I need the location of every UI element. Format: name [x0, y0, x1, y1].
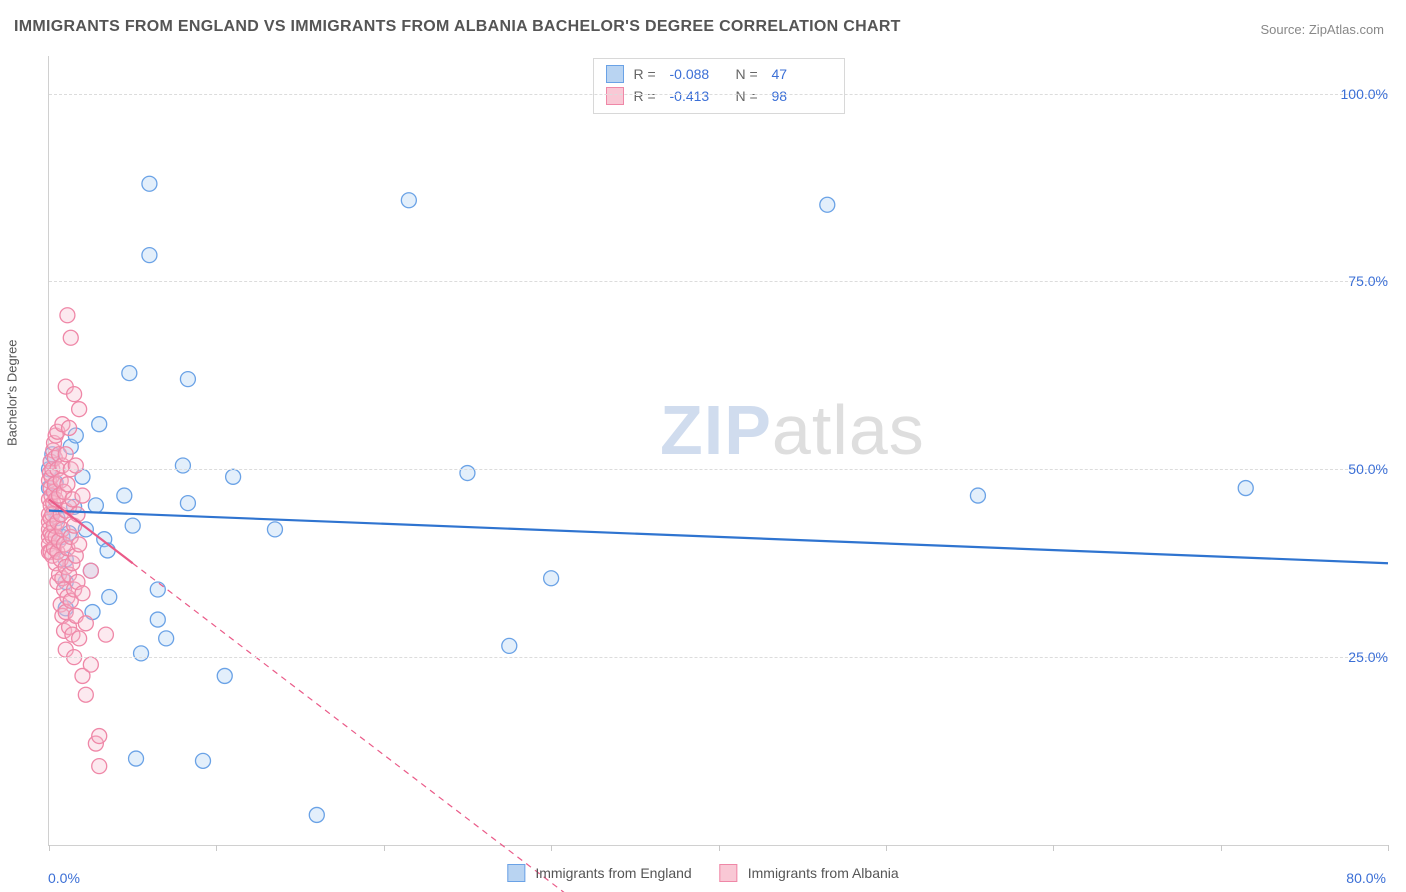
n-label: N =	[736, 85, 766, 107]
chart-title: IMMIGRANTS FROM ENGLAND VS IMMIGRANTS FR…	[14, 18, 901, 36]
chart-svg	[49, 56, 1388, 845]
x-axis-max-label: 80.0%	[1346, 870, 1386, 886]
swatch-albania	[720, 864, 738, 882]
plot-area: R = -0.088 N = 47 R = -0.413 N = 98	[48, 56, 1388, 846]
stats-row-albania: R = -0.413 N = 98	[606, 85, 832, 107]
y-axis-label: Bachelor's Degree	[5, 339, 20, 446]
series-legend: Immigrants from England Immigrants from …	[507, 864, 898, 882]
r-value-england: -0.088	[670, 63, 730, 85]
swatch-england	[606, 65, 624, 83]
n-label: N =	[736, 63, 766, 85]
x-axis-min-label: 0.0%	[48, 870, 80, 886]
y-tick-label: 50.0%	[1348, 461, 1388, 477]
r-label: R =	[634, 63, 664, 85]
r-value-albania: -0.413	[670, 85, 730, 107]
legend-label-albania: Immigrants from Albania	[748, 865, 899, 881]
legend-item-england: Immigrants from England	[507, 864, 691, 882]
y-tick-label: 25.0%	[1348, 649, 1388, 665]
y-tick-label: 100.0%	[1341, 86, 1388, 102]
stats-legend: R = -0.088 N = 47 R = -0.413 N = 98	[593, 58, 845, 114]
swatch-albania	[606, 87, 624, 105]
y-tick-label: 75.0%	[1348, 273, 1388, 289]
legend-label-england: Immigrants from England	[535, 865, 691, 881]
r-label: R =	[634, 85, 664, 107]
n-value-albania: 98	[772, 85, 832, 107]
stats-row-england: R = -0.088 N = 47	[606, 63, 832, 85]
source-label: Source: ZipAtlas.com	[1260, 22, 1384, 37]
legend-item-albania: Immigrants from Albania	[720, 864, 899, 882]
n-value-england: 47	[772, 63, 832, 85]
swatch-england	[507, 864, 525, 882]
